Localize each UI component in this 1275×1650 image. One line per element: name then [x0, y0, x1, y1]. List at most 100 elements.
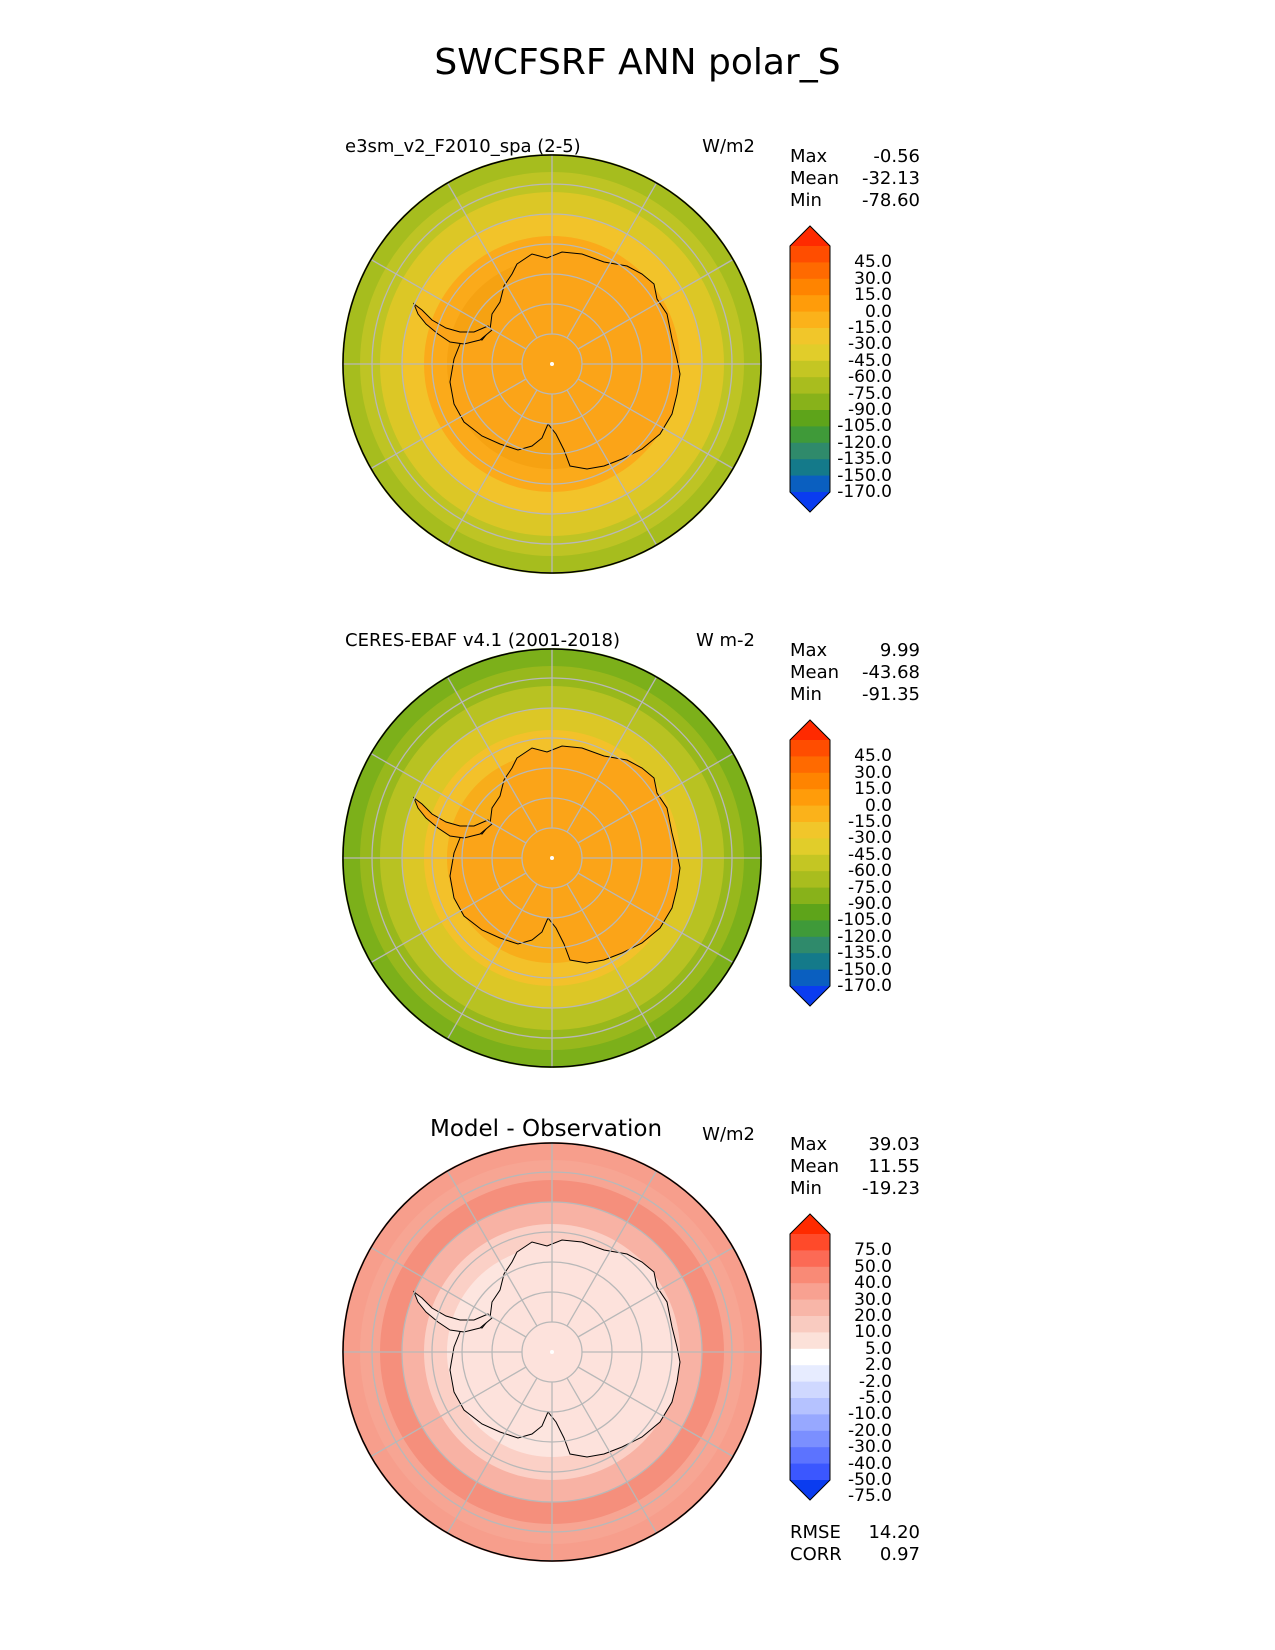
meridian-line: [369, 1366, 527, 1458]
colorbar-segment: [790, 1316, 830, 1333]
colorbar-tick-label: -90.0: [848, 894, 892, 914]
colorbar-tick-label: -45.0: [848, 844, 892, 865]
panel-difference: Model - Observation W/m2 Max 39.03 Mean 11…: [0, 1116, 1275, 1594]
colorbar-extend-bottom: [790, 986, 830, 1006]
colorbar-segment: [790, 805, 830, 823]
colorbar-segment: [790, 1430, 830, 1448]
meridian-line: [369, 752, 527, 844]
rmse-label: RMSE: [790, 1522, 841, 1543]
colorbar-segment: [790, 475, 830, 493]
pole-dot: [550, 1350, 554, 1354]
colorbar-tick-label: 50.0: [854, 1256, 892, 1277]
colorbar-tick-label: -150.0: [837, 465, 892, 486]
colorbar-segment: [790, 969, 830, 987]
corr-label: CORR: [790, 1544, 842, 1565]
colorbar-tick-label: -75.0: [848, 383, 892, 404]
map-border: [342, 1142, 762, 1562]
meridian-line: [566, 181, 658, 339]
colorbar-segment: [790, 772, 830, 790]
meridian-line: [577, 752, 735, 844]
mean-value: -32.13: [861, 168, 920, 189]
colorbar-segment: [790, 1414, 830, 1432]
panel-model: e3sm_v2_F2010_spa (2-5) W/m2 Max -0.56 Me…: [0, 136, 1275, 606]
stats-box: Max 9.99 Mean -43.68 Min -91.35: [790, 640, 920, 706]
colorbar-segment: [790, 262, 830, 280]
colorbar-tick-label: -40.0: [848, 1453, 892, 1474]
colorbar-tick-label: 10.0: [854, 1322, 892, 1343]
meridian-line: [369, 378, 527, 470]
colorbar-segment: [790, 1332, 830, 1350]
colorbar-tick-label: -30.0: [848, 828, 892, 849]
pole-dot: [550, 856, 554, 860]
colorbar-segment: [790, 1447, 830, 1465]
panel-title: CERES-EBAF v4.1 (2001-2018): [345, 630, 621, 651]
max-value: 39.03: [868, 1134, 920, 1155]
min-value: -91.35: [861, 684, 920, 705]
meridian-line: [446, 389, 538, 547]
colorbar-tick-label: 30.0: [854, 268, 892, 289]
meridian-line: [566, 883, 658, 1041]
panel-title: e3sm_v2_F2010_spa (2-5): [345, 136, 581, 157]
colorbar-segment: [790, 426, 830, 444]
colorbar-tick-label: -60.0: [848, 861, 892, 882]
polar-map: [342, 154, 762, 574]
colorbar-tick-label: -50.0: [848, 1470, 892, 1490]
colorbar-outline: [789, 225, 831, 513]
colorbar-tick-label: -30.0: [848, 1437, 892, 1458]
panel-observation: CERES-EBAF v4.1 (2001-2018) W m-2 Max 9.9…: [0, 630, 1275, 1100]
mean-value: 11.55: [868, 1156, 920, 1177]
meridian-line: [566, 389, 658, 547]
min-value: -78.60: [861, 190, 920, 211]
meridian-line: [446, 883, 538, 1041]
colorbar-tick-label: -120.0: [837, 926, 892, 947]
colorbar-segment: [790, 344, 830, 362]
colorbar-segment: [790, 871, 830, 889]
colorbar-extend-bottom: [790, 492, 830, 512]
colorbar-tick-label: 75.0: [854, 1240, 892, 1261]
colorbar-tick-label: -15.0: [848, 812, 892, 832]
colorbar-segment: [790, 1234, 830, 1251]
meridian-line: [446, 181, 538, 339]
max-label: Max: [790, 1134, 828, 1155]
meridian-line: [566, 1377, 658, 1535]
colorbar-segment: [790, 278, 830, 296]
mean-label: Mean: [790, 1156, 840, 1177]
colorbar-extend-top: [790, 1214, 830, 1234]
colorbar-segment: [790, 410, 830, 427]
colorbar-segment: [790, 377, 830, 395]
min-label: Min: [790, 190, 822, 211]
colorbar-segment: [790, 936, 830, 954]
colorbar-tick-label: 0.0: [864, 301, 892, 322]
meridian-line: [446, 675, 538, 833]
colorbar-extend-top: [790, 720, 830, 740]
meridian-line: [566, 675, 658, 833]
mean-label: Mean: [790, 662, 840, 683]
colorbar-tick-label: 15.0: [854, 285, 892, 306]
colorbar-tick-label: -135.0: [837, 449, 892, 470]
colorbar-tick-label: -15.0: [848, 318, 892, 338]
colorbar-tick-label: -170.0: [837, 482, 892, 502]
colorbar-tick-label: -105.0: [837, 910, 892, 931]
colorbar-tick-label: 45.0: [854, 252, 892, 273]
min-label: Min: [790, 1178, 822, 1199]
panel-units: W/m2: [702, 1124, 755, 1145]
colorbar-segment: [790, 393, 830, 411]
colorbar-segment: [790, 1381, 830, 1399]
colorbar-extend-top: [790, 226, 830, 246]
colorbar-segment: [790, 1250, 830, 1268]
corr-value: 0.97: [879, 1544, 920, 1565]
colorbar-tick-label: -90.0: [848, 400, 892, 420]
colorbar-segment: [790, 311, 830, 329]
rmse-value: 14.20: [868, 1522, 920, 1543]
colorbar-segment: [790, 1365, 830, 1383]
colorbar-tick-label: -75.0: [848, 877, 892, 898]
colorbar-tick-label: -5.0: [858, 1388, 892, 1408]
colorbar-tick-label: -20.0: [848, 1420, 892, 1441]
meridian-line: [577, 1366, 735, 1458]
colorbar: [789, 719, 831, 1007]
colorbar-tick-label: -10.0: [848, 1404, 892, 1425]
colorbar-tick-label: 2.0: [864, 1355, 892, 1376]
min-label: Min: [790, 684, 822, 705]
colorbar-segment: [790, 920, 830, 938]
colorbar-tick-label: 20.0: [854, 1306, 892, 1326]
